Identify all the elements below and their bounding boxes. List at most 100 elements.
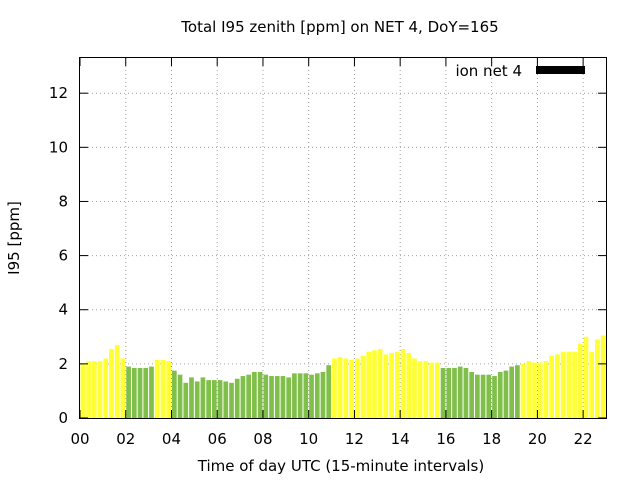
x-tick-label: 18 (482, 430, 501, 448)
bar (526, 361, 532, 418)
x-tick-label: 14 (391, 430, 410, 448)
grid (80, 58, 606, 418)
bar (263, 374, 269, 418)
bar (234, 378, 240, 418)
bar (520, 363, 526, 418)
x-tick-label: 04 (162, 430, 181, 448)
bar (360, 355, 366, 418)
bar (183, 382, 189, 418)
bar (257, 371, 263, 418)
x-tick-label: 08 (253, 430, 272, 448)
bar (223, 381, 229, 418)
bar (200, 377, 206, 418)
bar (114, 344, 120, 418)
y-tick-label: 0 (58, 409, 68, 427)
bar (332, 358, 337, 418)
bar (274, 376, 280, 418)
x-tick-label: 06 (208, 430, 227, 448)
plot-frame (79, 57, 607, 419)
bar (86, 361, 91, 418)
bar (503, 370, 509, 418)
y-tick-label: 6 (58, 247, 68, 265)
bar (377, 348, 383, 418)
bar (492, 376, 497, 418)
legend: ion net 4 (455, 62, 585, 80)
bar (189, 377, 194, 418)
bar (577, 343, 583, 418)
bar (446, 367, 452, 418)
bar (303, 373, 309, 418)
bar (120, 358, 126, 418)
bar (309, 374, 314, 418)
bar (354, 358, 360, 418)
bar (440, 367, 446, 418)
x-tick-label: 22 (574, 430, 593, 448)
bar (566, 351, 572, 418)
bar (394, 351, 400, 418)
bar (463, 367, 469, 418)
bar (280, 376, 286, 418)
bar (457, 366, 463, 418)
bar (389, 353, 394, 418)
bar (343, 358, 349, 418)
bar (383, 354, 389, 418)
bar (423, 361, 429, 418)
y-tick-label: 10 (49, 138, 68, 156)
bar (171, 370, 177, 418)
x-tick-label: 02 (116, 430, 135, 448)
bar (337, 357, 343, 418)
bar (537, 362, 543, 418)
bar (103, 358, 109, 418)
bar (595, 339, 600, 418)
bar (326, 365, 332, 418)
x-tick-label: 10 (299, 430, 318, 448)
bars (80, 335, 606, 418)
axis-ticks (79, 58, 606, 419)
bar (212, 380, 217, 418)
bar (515, 365, 520, 418)
x-tick-label: 12 (345, 430, 364, 448)
legend-label: ion net 4 (455, 62, 522, 80)
bar (194, 381, 200, 418)
bar (480, 374, 486, 418)
bar (475, 374, 480, 418)
bar (269, 376, 274, 418)
bar (240, 376, 246, 418)
bar (469, 371, 474, 418)
bar (137, 367, 143, 418)
bar (154, 359, 160, 418)
bar (452, 367, 457, 418)
y-tick-label: 12 (49, 84, 68, 102)
bar (366, 351, 372, 418)
bar (177, 374, 183, 418)
bar (217, 380, 223, 418)
bar (286, 377, 292, 418)
bar (555, 354, 560, 418)
bar (543, 361, 549, 418)
bar (166, 361, 171, 418)
legend-swatch (536, 66, 585, 74)
bar (400, 348, 406, 418)
bar (417, 361, 423, 418)
bar (160, 359, 166, 418)
bar (589, 351, 595, 418)
bar (292, 373, 297, 418)
bar (349, 359, 354, 418)
y-tick-label: 4 (58, 301, 68, 319)
bar (372, 350, 377, 418)
bar (429, 362, 434, 418)
y-tick-label: 8 (58, 192, 68, 210)
y-axis-label: I95 [ppm] (5, 201, 23, 275)
bar (297, 373, 303, 418)
x-tick-label: 16 (436, 430, 455, 448)
chart-title: Total I95 zenith [ppm] on NET 4, DoY=165 (180, 18, 498, 36)
x-tick-label: 00 (70, 430, 89, 448)
bar (252, 371, 257, 418)
x-tick-label: 20 (528, 430, 547, 448)
bar (91, 361, 97, 418)
x-axis-label: Time of day UTC (15-minute intervals) (197, 457, 484, 475)
bar (320, 371, 326, 418)
bar (572, 351, 577, 418)
bar (406, 353, 412, 418)
